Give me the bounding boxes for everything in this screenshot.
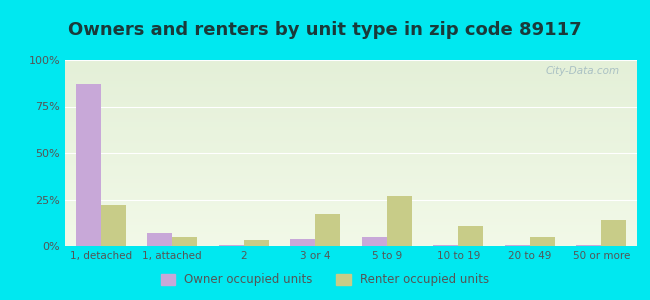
Bar xyxy=(577,245,601,246)
Bar xyxy=(433,245,458,246)
Text: City-Data.com: City-Data.com xyxy=(546,66,620,76)
Bar xyxy=(147,233,172,246)
Bar xyxy=(458,226,483,246)
Bar xyxy=(75,84,101,246)
Bar xyxy=(244,240,269,246)
Legend: Owner occupied units, Renter occupied units: Owner occupied units, Renter occupied un… xyxy=(156,269,494,291)
Bar xyxy=(315,214,341,246)
Bar xyxy=(505,245,530,246)
Bar xyxy=(172,237,198,246)
Bar xyxy=(530,237,554,246)
Bar xyxy=(387,196,412,246)
Bar xyxy=(361,237,387,246)
Bar xyxy=(290,238,315,246)
Bar xyxy=(101,205,126,246)
Bar xyxy=(218,245,244,246)
Text: Owners and renters by unit type in zip code 89117: Owners and renters by unit type in zip c… xyxy=(68,21,582,39)
Bar xyxy=(601,220,626,246)
